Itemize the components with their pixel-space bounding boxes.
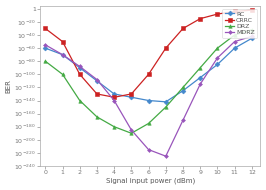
MDRZ — [130, 129, 133, 131]
DRZ — [78, 99, 81, 102]
CRRC — [181, 27, 185, 30]
CRRC — [199, 17, 202, 20]
DRZ — [44, 60, 47, 62]
MDRZ — [78, 65, 81, 68]
CRRC — [250, 9, 253, 11]
Y-axis label: BER: BER — [6, 79, 11, 93]
DRZ — [130, 132, 133, 134]
MDRZ — [181, 119, 185, 121]
DRZ — [250, 29, 253, 31]
CRRC — [130, 93, 133, 95]
MDRZ — [95, 78, 98, 81]
MDRZ — [199, 83, 202, 85]
Line: RC: RC — [44, 36, 253, 104]
RC — [216, 63, 219, 66]
CRRC — [61, 40, 64, 43]
CRRC — [95, 93, 98, 95]
RC — [113, 93, 116, 95]
DRZ — [147, 122, 150, 125]
MDRZ — [61, 54, 64, 56]
Line: MDRZ: MDRZ — [44, 35, 253, 158]
RC — [147, 99, 150, 102]
Line: CRRC: CRRC — [44, 8, 253, 99]
RC — [181, 89, 185, 92]
CRRC — [233, 10, 236, 13]
MDRZ — [164, 155, 167, 157]
DRZ — [95, 116, 98, 118]
DRZ — [61, 73, 64, 75]
MDRZ — [44, 44, 47, 46]
MDRZ — [216, 57, 219, 59]
DRZ — [113, 126, 116, 128]
RC — [233, 47, 236, 49]
RC — [95, 80, 98, 82]
RC — [44, 47, 47, 49]
DRZ — [233, 34, 236, 36]
RC — [130, 96, 133, 98]
CRRC — [216, 13, 219, 15]
RC — [61, 54, 64, 56]
CRRC — [164, 47, 167, 49]
DRZ — [216, 47, 219, 49]
RC — [164, 101, 167, 103]
MDRZ — [147, 149, 150, 151]
DRZ — [181, 86, 185, 89]
RC — [250, 37, 253, 40]
MDRZ — [250, 35, 253, 37]
DRZ — [199, 67, 202, 69]
CRRC — [147, 73, 150, 75]
MDRZ — [113, 99, 116, 102]
Line: DRZ: DRZ — [44, 28, 253, 135]
RC — [78, 67, 81, 69]
X-axis label: Signal input power (dBm): Signal input power (dBm) — [106, 178, 195, 184]
CRRC — [78, 73, 81, 75]
RC — [199, 76, 202, 79]
MDRZ — [233, 40, 236, 43]
CRRC — [113, 96, 116, 98]
Legend: RC, CRRC, DRZ, MDRZ: RC, CRRC, DRZ, MDRZ — [222, 9, 257, 38]
DRZ — [164, 106, 167, 108]
CRRC — [44, 27, 47, 30]
